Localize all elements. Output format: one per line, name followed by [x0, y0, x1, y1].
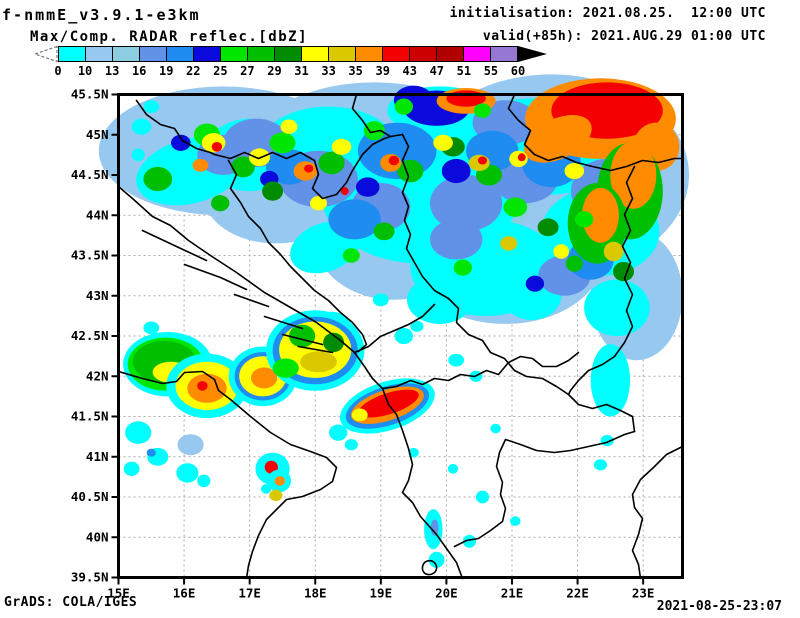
svg-text:18E: 18E	[304, 586, 327, 601]
grads-credit: GrADS: COLA/IGES	[4, 595, 138, 610]
colorbar-overflow-arrow-icon	[518, 46, 547, 62]
svg-text:41.5N: 41.5N	[71, 409, 109, 424]
island-chain	[141, 229, 208, 262]
svg-text:15E: 15E	[107, 586, 130, 601]
border-montenegro-albania-kosovo	[381, 351, 580, 390]
island-chain	[183, 263, 248, 291]
island-chain	[233, 293, 270, 308]
svg-text:45.5N: 45.5N	[71, 87, 109, 102]
svg-text:42N: 42N	[86, 368, 109, 383]
svg-text:23E: 23E	[632, 586, 655, 601]
colorbar-underflow-icon	[33, 46, 58, 62]
svg-text:43N: 43N	[86, 288, 109, 303]
svg-text:44.5N: 44.5N	[71, 167, 109, 182]
svg-text:19E: 19E	[370, 586, 393, 601]
svg-text:43.5N: 43.5N	[71, 248, 109, 263]
svg-text:20E: 20E	[435, 586, 458, 601]
island-corfu	[421, 559, 438, 576]
svg-text:16E: 16E	[173, 586, 196, 601]
island-chain	[263, 315, 304, 330]
colorbar-segments	[58, 46, 518, 62]
island-chain	[281, 333, 324, 346]
svg-text:22E: 22E	[566, 586, 589, 601]
border-bosnia-montenegro	[353, 303, 436, 354]
svg-text:41N: 41N	[86, 449, 109, 464]
valid-time: valid(+85h): 2021.AUG.29 01:00 UTC	[482, 29, 766, 44]
svg-text:21E: 21E	[501, 586, 524, 601]
island-chain	[297, 345, 334, 354]
border-greece-albania-macedonia	[453, 430, 636, 548]
coastline-borders	[117, 93, 684, 580]
product-title: Max/Comp. RADAR reflec.[dbZ]	[30, 29, 309, 45]
model-run-label: rf-nmmE_v3.9.1-e3km	[0, 6, 201, 24]
border-serbia-bulgaria	[567, 165, 636, 396]
radar-layer	[98, 74, 689, 568]
colorbar-labels: 0 10 13 16 19 22 25 27 29 31 33 35 39 43 47 51 55 60	[54, 64, 526, 78]
coastline-italy	[117, 370, 338, 580]
svg-text:17E: 17E	[238, 586, 261, 601]
axis-labels: 15E 16E 17E 18E 19E 20E 21E 22E 23E 45.5N 45N 44.5N…	[71, 87, 655, 601]
coastline-adriatic-east	[117, 185, 464, 580]
creation-timestamp: 2021-08-25-23:07	[656, 599, 782, 614]
coastline-aegean	[631, 445, 684, 580]
svg-text:40N: 40N	[86, 529, 109, 544]
border-drina-serbia	[401, 133, 570, 396]
border-macedonia-east	[567, 393, 636, 433]
border-bosnia-west	[227, 159, 368, 353]
svg-text:44N: 44N	[86, 207, 109, 222]
svg-text:40.5N: 40.5N	[71, 489, 109, 504]
border-romania-danube	[507, 93, 684, 172]
svg-text:39.5N: 39.5N	[71, 570, 109, 585]
svg-text:45N: 45N	[86, 127, 109, 142]
border-sava	[213, 135, 392, 200]
svg-text:42.5N: 42.5N	[71, 328, 109, 343]
border-slovenia-croatia	[135, 99, 216, 156]
initialisation-time: initialisation: 2021.08.25. 12:00 UTC	[449, 6, 766, 21]
